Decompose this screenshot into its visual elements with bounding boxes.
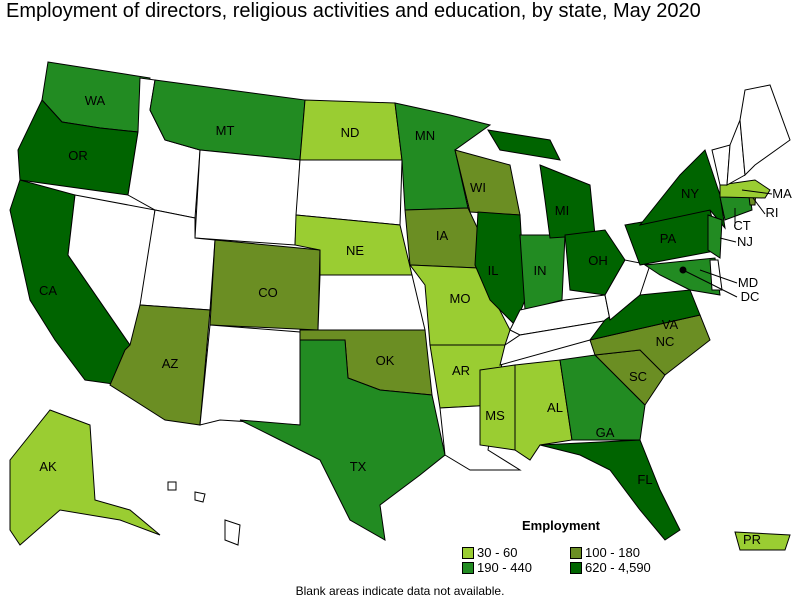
state-az <box>109 304 211 426</box>
state-wv <box>604 259 651 321</box>
state-label: FL <box>637 472 652 487</box>
state-wy <box>194 149 301 246</box>
state-label: SC <box>629 369 647 384</box>
legend-item: 620 - 4,590 <box>570 560 651 575</box>
legend-swatch <box>462 561 474 574</box>
legend-label: 100 - 180 <box>585 545 640 560</box>
state-nj <box>707 214 723 259</box>
state-label: MT <box>216 123 235 138</box>
state-label: DC <box>741 289 760 304</box>
state-label: MO <box>450 291 471 306</box>
state-label: NJ <box>737 234 753 249</box>
state-label: WA <box>85 93 106 108</box>
leader-line <box>719 237 737 243</box>
state-label: OH <box>588 253 608 268</box>
state-label: AR <box>452 363 470 378</box>
leader-line <box>699 269 738 284</box>
legend-label: 190 - 440 <box>477 560 532 575</box>
legend-item: 30 - 60 <box>462 545 517 560</box>
state-label: OR <box>68 148 88 163</box>
legend-item: 190 - 440 <box>462 560 532 575</box>
state-label: IA <box>436 228 449 243</box>
state-ga <box>559 354 646 441</box>
state-label: WI <box>470 180 486 195</box>
state-label: GA <box>596 425 615 440</box>
legend-title: Employment <box>522 518 601 533</box>
map-title: Employment of directors, religious activ… <box>6 0 701 22</box>
state-md <box>643 257 721 296</box>
legend-item: 100 - 180 <box>570 545 640 560</box>
state-label: AK <box>39 459 57 474</box>
state-label: OK <box>376 353 395 368</box>
state-label: CT <box>733 218 750 233</box>
state-label: CO <box>258 285 278 300</box>
leader-line <box>741 189 773 195</box>
state-label: NE <box>346 243 364 258</box>
state-label: IN <box>534 263 547 278</box>
state-label: NY <box>681 186 699 201</box>
state-label: MD <box>738 275 758 290</box>
state-ct <box>719 194 753 221</box>
state-hi <box>167 481 241 546</box>
footnote: Blank areas indicate data not available. <box>295 584 505 598</box>
state-label: CA <box>39 283 57 298</box>
state-label: AL <box>547 400 563 415</box>
state-label: IL <box>488 263 499 278</box>
state-nm <box>199 324 301 426</box>
state-ma <box>719 179 771 199</box>
legend-swatch <box>462 546 474 559</box>
state-ak <box>9 409 161 546</box>
state-fl <box>539 439 681 541</box>
state-label: PR <box>743 532 761 547</box>
leader-line <box>752 197 766 215</box>
state-label: NC <box>656 334 675 349</box>
legend-swatch <box>570 561 582 574</box>
state-label: MI <box>555 203 569 218</box>
state-label: MN <box>415 128 435 143</box>
state-ks <box>317 274 426 331</box>
state-label: TX <box>350 459 367 474</box>
state-label: PA <box>660 231 677 246</box>
state-sd <box>295 159 403 226</box>
state-tx <box>239 339 446 541</box>
state-pr <box>734 531 791 551</box>
state-de <box>709 259 723 291</box>
legend-label: 620 - 4,590 <box>585 560 651 575</box>
state-label: MS <box>485 408 505 423</box>
state-me <box>739 84 791 177</box>
state-label: AZ <box>162 356 179 371</box>
state-label: ND <box>341 125 360 140</box>
legend-swatch <box>570 546 582 559</box>
state-mn <box>394 102 492 211</box>
state-label: VA <box>662 317 679 332</box>
legend-label: 30 - 60 <box>477 545 518 560</box>
state-label: MA <box>772 186 792 201</box>
leader-line <box>682 269 738 298</box>
state-label: RI <box>766 205 779 220</box>
